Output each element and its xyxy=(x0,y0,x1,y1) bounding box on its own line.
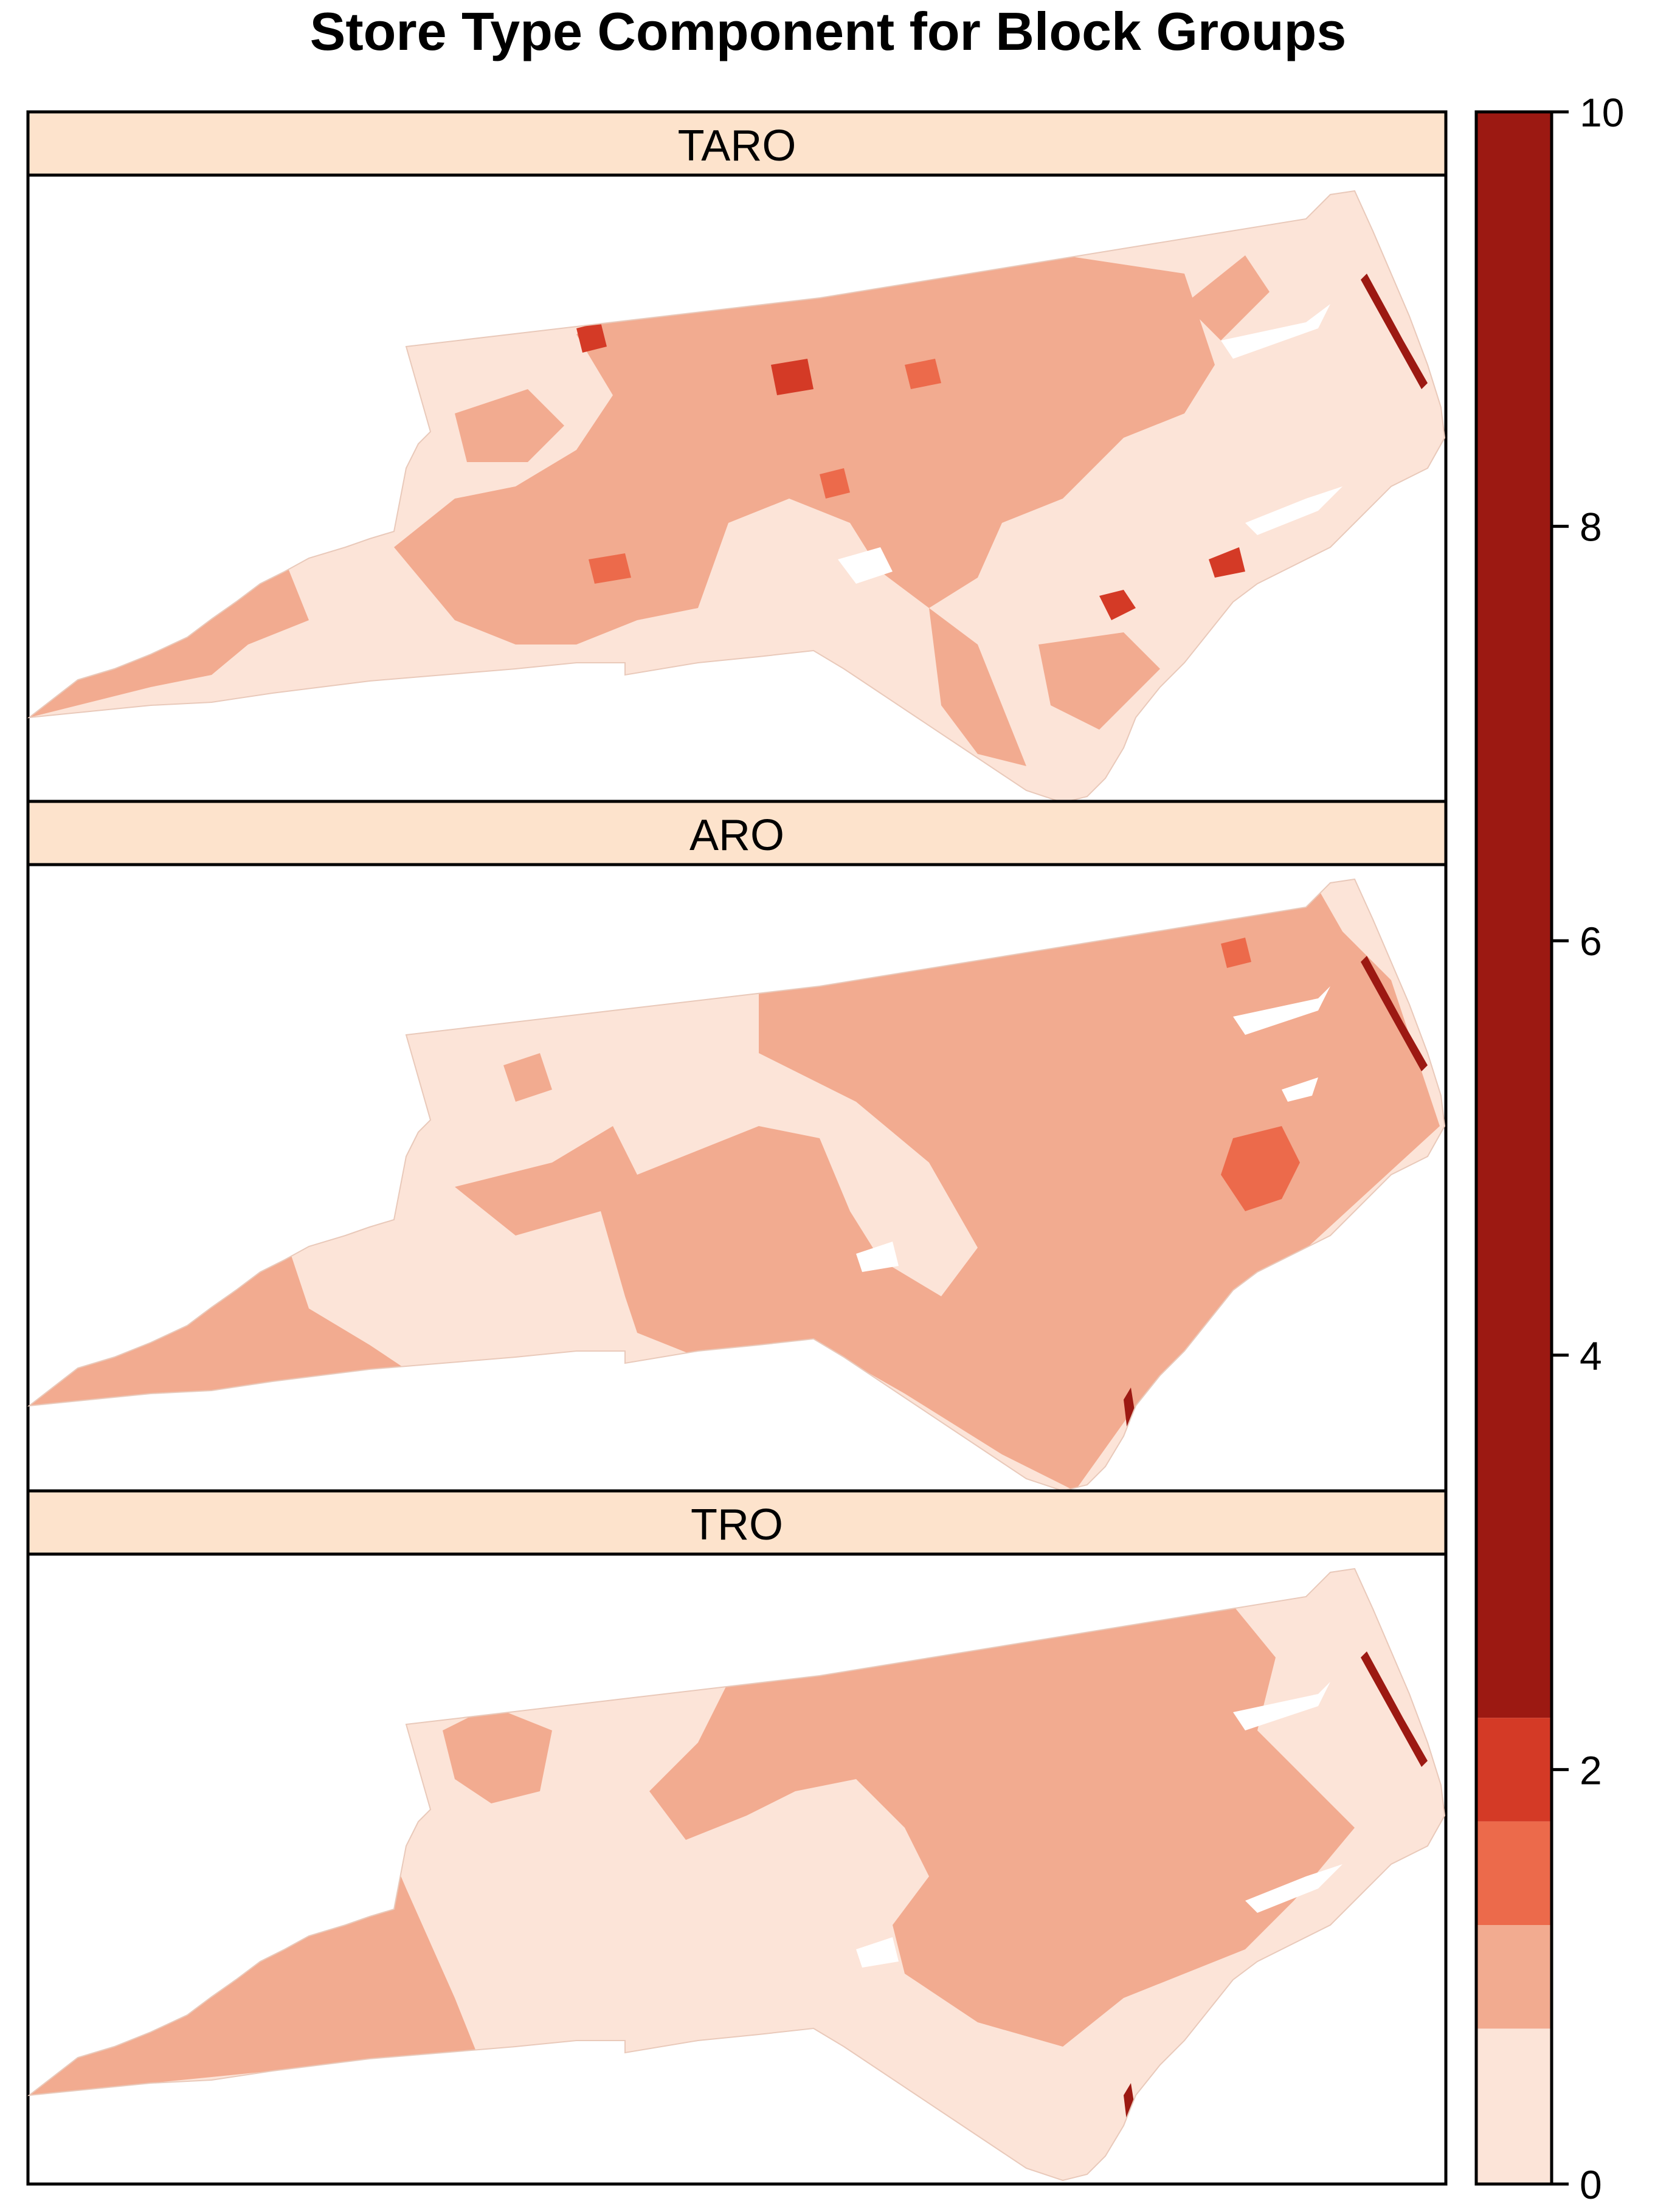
colorbar-frame xyxy=(1474,110,1553,2186)
panel-label: TRO xyxy=(691,1501,783,1549)
panel-aro: ARO xyxy=(26,800,1448,1493)
colorbar-tick-label: 2 xyxy=(1580,1747,1602,1792)
colorbar-bin-1 xyxy=(1476,1925,1552,2029)
panel-label: ARO xyxy=(689,811,784,860)
panel-label: TARO xyxy=(678,122,796,170)
colorbar-tick-label: 6 xyxy=(1580,919,1602,964)
nc-map xyxy=(29,879,1445,1491)
figure-title: Store Type Component for Block Groups xyxy=(310,1,1347,61)
colorbar-tick-label: 10 xyxy=(1580,90,1624,135)
colorbar-tick-label: 0 xyxy=(1580,2162,1602,2207)
colorbar-bin-0 xyxy=(1476,2028,1552,2184)
panel-taro: TARO xyxy=(26,110,1448,803)
panel-strip xyxy=(26,110,1448,177)
colorbar-bin-2 xyxy=(1476,1821,1552,1925)
nc-map xyxy=(29,190,1445,803)
colorbar-bin-3 xyxy=(1476,1718,1552,1822)
colorbar: 0 2 4 6 8 10 xyxy=(1474,90,1624,2207)
panel-strip xyxy=(26,800,1448,866)
colorbar-bin-4 xyxy=(1476,112,1552,1718)
colorbar-tick-label: 4 xyxy=(1580,1333,1602,1378)
panel-tro: TRO xyxy=(26,1489,1448,2186)
colorbar-tick-label: 8 xyxy=(1580,505,1602,550)
